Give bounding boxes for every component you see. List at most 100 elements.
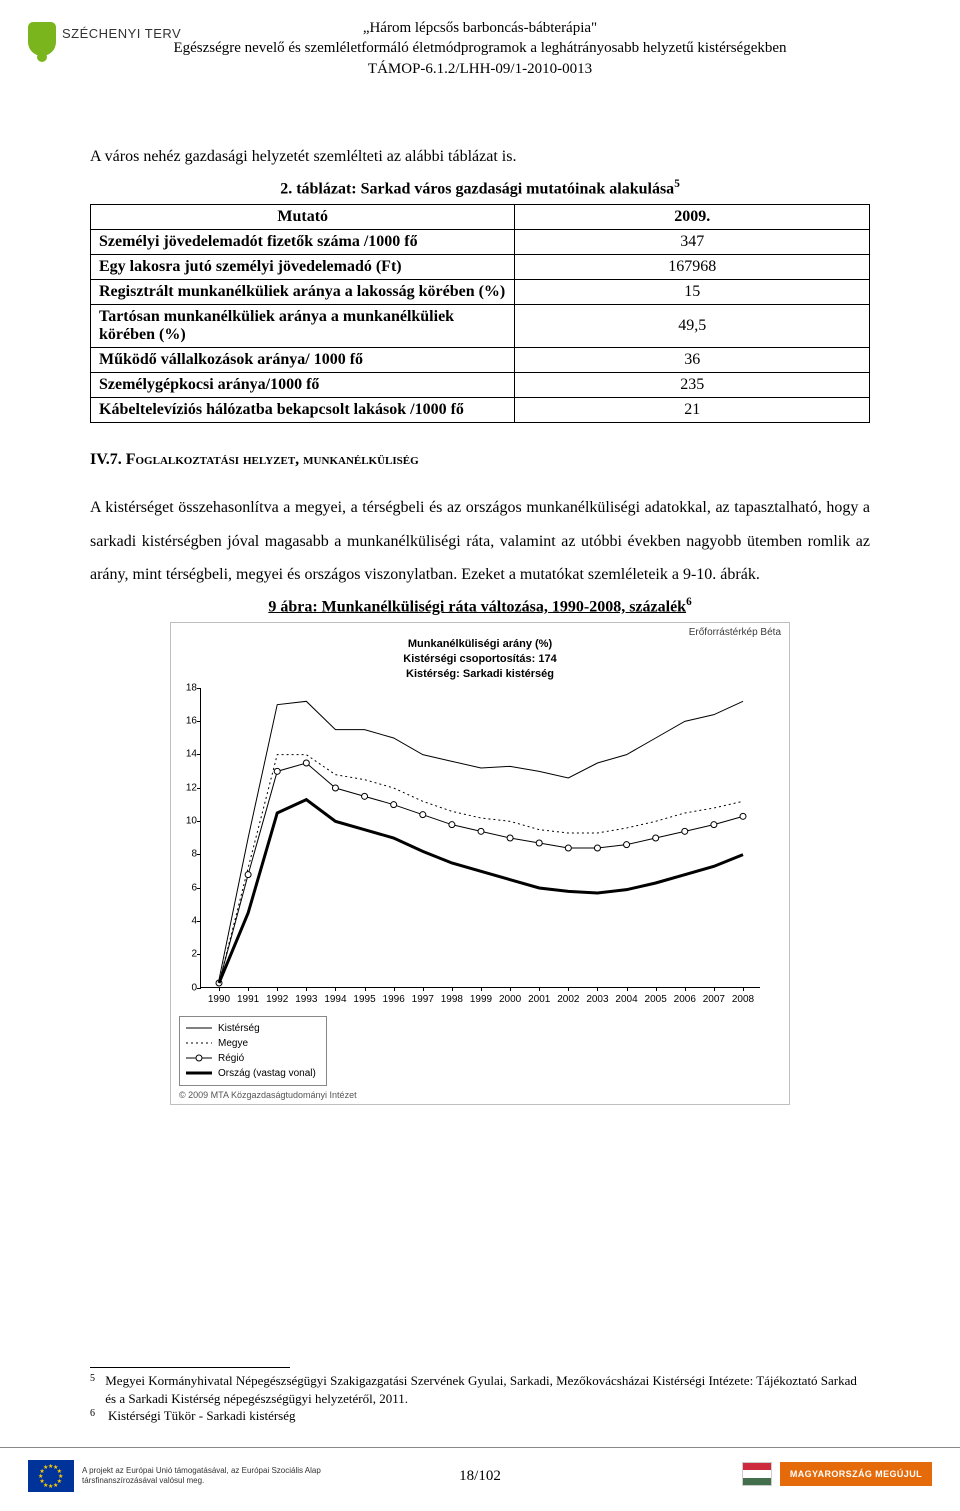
chart-xtick-label: 1990: [208, 994, 230, 1005]
intro-paragraph: A város nehéz gazdasági helyzetét szemlé…: [90, 140, 870, 174]
chart-ytick-label: 12: [175, 782, 197, 793]
header-line-1: „Három lépcsős barboncás-bábterápia": [0, 18, 960, 38]
chart-series-marker: [478, 828, 484, 834]
footnote-marker: 5: [90, 1372, 97, 1407]
header-line-2: Egészségre nevelő és szemléletformáló él…: [0, 38, 960, 58]
footer-eu-block: ★★★★★★★★★★★★ A projekt az Európai Unió t…: [28, 1460, 322, 1492]
chart-series-marker: [740, 813, 746, 819]
chart-ytick-label: 2: [175, 949, 197, 960]
chart-xtick-label: 2006: [674, 994, 696, 1005]
figure-caption: 9 ábra: Munkanélküliségi ráta változása,…: [90, 596, 870, 616]
table-cell-label: Regisztrált munkanélküliek aránya a lako…: [91, 279, 515, 304]
legend-swatch-icon: [186, 1023, 212, 1033]
figure-caption-sup: 6: [686, 596, 692, 608]
footer-eu-text: A projekt az Európai Unió támogatásával,…: [82, 1466, 322, 1486]
legend-swatch-icon: [186, 1038, 212, 1048]
legend-label: Ország (vastag vonal): [218, 1066, 316, 1081]
table-cell-label: Tartósan munkanélküliek aránya a munkané…: [91, 304, 515, 347]
legend-label: Kistérség: [218, 1021, 260, 1036]
table-caption-text: 2. táblázat: Sarkad város gazdasági muta…: [280, 180, 674, 197]
table-row: Működő vállalkozások aránya/ 1000 fő36: [91, 347, 870, 372]
figure-caption-text: 9 ábra: Munkanélküliségi ráta változása,…: [268, 598, 686, 615]
chart-series-line: [219, 754, 743, 982]
footnotes: 5 Megyei Kormányhivatal Népegészségügyi …: [90, 1367, 870, 1425]
chart-ytick-label: 16: [175, 715, 197, 726]
indicators-table: Mutató 2009. Személyi jövedelemadót fize…: [90, 204, 870, 423]
chart-series-marker: [624, 841, 630, 847]
chart-ytick-label: 6: [175, 882, 197, 893]
chart-series-line: [219, 799, 743, 982]
table-cell-label: Személygépkocsi aránya/1000 fő: [91, 372, 515, 397]
table-row: Regisztrált munkanélküliek aránya a lako…: [91, 279, 870, 304]
chart-xtick-label: 1999: [470, 994, 492, 1005]
footnote-6: 6 Kistérségi Tükör - Sarkadi kistérség: [90, 1407, 870, 1425]
chart-series-marker: [536, 840, 542, 846]
chart-ytick-label: 0: [175, 982, 197, 993]
table-row: Személyi jövedelemadót fizetők száma /10…: [91, 229, 870, 254]
legend-item: Kistérség: [186, 1021, 316, 1036]
legend-swatch-icon: [186, 1053, 212, 1063]
chart-xtick-label: 1991: [237, 994, 259, 1005]
table-cell-value: 235: [515, 372, 870, 397]
chart-plot-area: 0246810121416181990199119921993199419951…: [200, 688, 760, 988]
chart-series-marker: [362, 793, 368, 799]
chart-series-marker: [682, 828, 688, 834]
table-row: Egy lakosra jutó személyi jövedelemadó (…: [91, 254, 870, 279]
chart-series-marker: [565, 845, 571, 851]
chart-series-marker: [332, 785, 338, 791]
chart-xtick-label: 2000: [499, 994, 521, 1005]
chart-series-marker: [711, 821, 717, 827]
legend-label: Régió: [218, 1051, 244, 1066]
chart-xtick-label: 2008: [732, 994, 754, 1005]
legend-item: Ország (vastag vonal): [186, 1066, 316, 1081]
table-cell-value: 347: [515, 229, 870, 254]
chart-series-marker: [245, 871, 251, 877]
footnote-5: 5 Megyei Kormányhivatal Népegészségügyi …: [90, 1372, 870, 1407]
page-body: A város nehéz gazdasági helyzetét szemlé…: [90, 140, 870, 1105]
chart-ytick-label: 14: [175, 749, 197, 760]
chart-xtick-label: 2001: [528, 994, 550, 1005]
chart-xtick-label: 2003: [586, 994, 608, 1005]
legend-label: Megye: [218, 1036, 248, 1051]
chart-xtick-label: 1997: [412, 994, 434, 1005]
chart-series-marker: [391, 801, 397, 807]
table-header-left: Mutató: [91, 204, 515, 229]
table-cell-label: Személyi jövedelemadót fizetők száma /10…: [91, 229, 515, 254]
chart-series-marker: [303, 760, 309, 766]
chart-xtick-label: 1992: [266, 994, 288, 1005]
table-row: Tartósan munkanélküliek aránya a munkané…: [91, 304, 870, 347]
table-header-right: 2009.: [515, 204, 870, 229]
chart-xtick-label: 2002: [557, 994, 579, 1005]
page-header: „Három lépcsős barboncás-bábterápia" Egé…: [0, 18, 960, 79]
table-cell-value: 15: [515, 279, 870, 304]
chart-source-label: Erőforrástérkép Béta: [689, 627, 781, 638]
chart-series-line: [219, 763, 743, 983]
chart-series-marker: [507, 835, 513, 841]
legend-item: Régió: [186, 1051, 316, 1066]
page-footer: ★★★★★★★★★★★★ A projekt az Európai Unió t…: [0, 1447, 960, 1511]
chart-xtick-label: 1993: [295, 994, 317, 1005]
chart-xtick-label: 1996: [383, 994, 405, 1005]
table-header-row: Mutató 2009.: [91, 204, 870, 229]
chart-xtick-label: 1998: [441, 994, 463, 1005]
chart-ytick-label: 8: [175, 849, 197, 860]
chart-series-line: [219, 701, 743, 979]
footer-right-badge: MAGYARORSZÁG MEGÚJUL: [742, 1462, 932, 1486]
legend-item: Megye: [186, 1036, 316, 1051]
chart-series-marker: [594, 845, 600, 851]
chart-series-marker: [653, 835, 659, 841]
table-row: Személygépkocsi aránya/1000 fő235: [91, 372, 870, 397]
chart-xtick-label: 2005: [645, 994, 667, 1005]
table-caption: 2. táblázat: Sarkad város gazdasági muta…: [90, 178, 870, 198]
chart-title-3: Kistérség: Sarkadi kistérség: [179, 667, 781, 682]
chart-container: Erőforrástérkép Béta Munkanélküliségi ar…: [170, 622, 790, 1105]
chart-series-marker: [449, 821, 455, 827]
table-caption-sup: 5: [674, 178, 680, 190]
table-cell-value: 167968: [515, 254, 870, 279]
table-cell-label: Egy lakosra jutó személyi jövedelemadó (…: [91, 254, 515, 279]
chart-title-2: Kistérségi csoportosítás: 174: [179, 652, 781, 667]
chart-ytick-label: 18: [175, 682, 197, 693]
chart-box: Erőforrástérkép Béta Munkanélküliségi ar…: [170, 622, 790, 1105]
chart-xtick-label: 2004: [615, 994, 637, 1005]
chart-copyright: © 2009 MTA Közgazdaságtudományi Intézet: [179, 1090, 781, 1100]
